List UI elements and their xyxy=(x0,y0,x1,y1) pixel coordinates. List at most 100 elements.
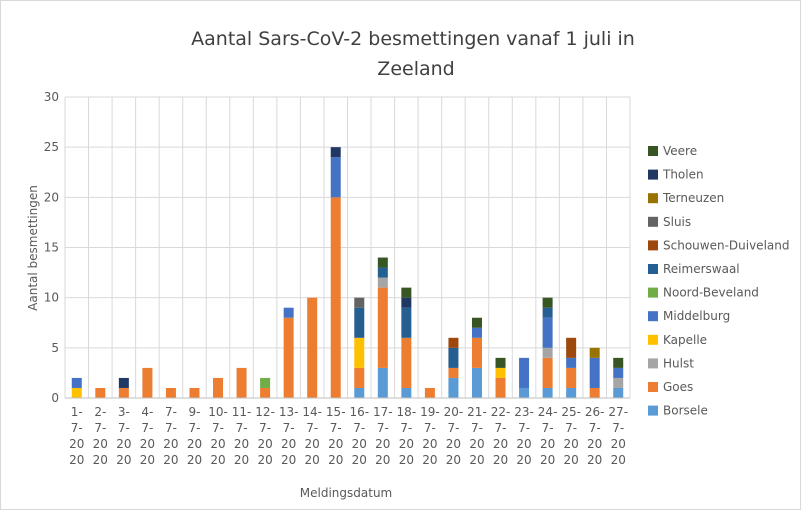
x-tick-label: 21-7-20 20 xyxy=(467,405,487,467)
bar-segment xyxy=(71,387,82,398)
bar-segment xyxy=(424,387,435,398)
bar-segment xyxy=(95,387,106,398)
x-tick-label: 3-7-20 20 xyxy=(116,405,131,467)
bar-segment xyxy=(377,367,388,398)
bar-segment xyxy=(471,337,482,368)
legend-swatch xyxy=(648,382,658,392)
legend-swatch xyxy=(648,287,658,298)
bar-segment xyxy=(519,387,530,398)
x-tick-label: 17-7-20 20 xyxy=(373,405,393,467)
bar-segment xyxy=(118,377,129,388)
x-tick-label: 18-7-20 20 xyxy=(397,405,417,467)
legend-swatch xyxy=(648,405,658,416)
bar-segment xyxy=(589,347,600,358)
legend-label: Reimerswaal xyxy=(663,262,740,276)
legend-swatch xyxy=(648,169,658,180)
x-tick-label: 13-7-20 20 xyxy=(279,405,299,467)
bar-segment xyxy=(377,287,388,368)
legend-swatch xyxy=(648,358,658,369)
bar-segment xyxy=(542,317,553,348)
x-tick-label: 1-7-20 20 xyxy=(69,405,84,467)
bar-segment xyxy=(566,337,577,358)
x-tick-label: 9-7-20 20 xyxy=(187,405,202,467)
legend-label: Goes xyxy=(663,380,693,394)
bar-segment xyxy=(448,347,459,368)
bar-segment xyxy=(354,307,365,338)
bar-segment xyxy=(401,387,412,398)
bar-segment xyxy=(471,327,482,338)
legend-label: Terneuzen xyxy=(662,191,724,205)
y-axis-label: Aantal besmettingen xyxy=(26,185,40,311)
y-tick-label: 30 xyxy=(44,90,59,104)
bar-segment xyxy=(566,367,577,388)
bar-segment xyxy=(189,387,200,398)
bar-segment xyxy=(448,377,459,398)
x-tick-label: 7-7-20 20 xyxy=(163,405,178,467)
legend-label: Veere xyxy=(663,144,697,158)
y-tick-label: 15 xyxy=(44,241,59,255)
bar-segment xyxy=(118,387,129,398)
bar-segment xyxy=(589,357,600,388)
bar-segment xyxy=(448,337,459,348)
bar-segment xyxy=(354,297,365,308)
bar-segment xyxy=(589,387,600,398)
bar-segment xyxy=(71,377,82,388)
bar-segment xyxy=(260,377,271,388)
x-tick-label: 11-7-20 20 xyxy=(232,405,252,467)
bar-segment xyxy=(566,387,577,398)
legend-label: Borsele xyxy=(663,404,708,418)
bar-segment xyxy=(542,307,553,318)
bar-segment xyxy=(495,367,506,378)
legend-swatch xyxy=(648,193,658,204)
bar-segment xyxy=(236,367,247,398)
bar-segment xyxy=(542,347,553,358)
legend-label: Middelburg xyxy=(663,309,730,323)
bar-segment xyxy=(542,387,553,398)
bar-segment xyxy=(377,257,388,268)
bar-segment xyxy=(495,357,506,368)
x-tick-label: 15-7-20 20 xyxy=(326,405,346,467)
legend-label: Tholen xyxy=(662,168,704,182)
bar-segment xyxy=(330,157,341,198)
bar-segment xyxy=(613,367,624,378)
x-tick-label: 19-7-20 20 xyxy=(420,405,440,467)
bar-segment xyxy=(330,147,341,158)
x-tick-label: 4-7-20 20 xyxy=(140,405,155,467)
legend-label: Hulst xyxy=(663,356,694,370)
chart-title: Aantal Sars-CoV-2 besmettingen vanaf 1 j… xyxy=(191,28,635,80)
bar-segment xyxy=(283,317,294,398)
x-tick-label: 22-7-20 20 xyxy=(491,405,511,467)
bar-segment xyxy=(613,387,624,398)
legend-swatch xyxy=(648,240,658,251)
bar-segment xyxy=(401,297,412,308)
x-tick-label: 10-7-20 20 xyxy=(208,405,228,467)
x-tick-label: 23-7-20 20 xyxy=(514,405,534,467)
bar-segment xyxy=(495,377,506,398)
bar-segment xyxy=(519,357,530,388)
x-tick-label: 24-7-20 20 xyxy=(538,405,558,467)
bar-segment xyxy=(377,277,388,288)
bar-segment xyxy=(213,377,224,398)
bar-segment xyxy=(613,377,624,388)
legend-label: Sluis xyxy=(663,215,691,229)
legend-label: Kapelle xyxy=(663,333,707,347)
bar-segment xyxy=(471,367,482,398)
bar-segment xyxy=(401,307,412,338)
x-tick-label: 27-7-20 20 xyxy=(608,405,628,467)
bar-segment xyxy=(471,317,482,328)
bar-segment xyxy=(401,337,412,388)
y-tick-label: 10 xyxy=(44,291,59,305)
x-tick-label: 20-7-20 20 xyxy=(444,405,464,467)
x-tick-label: 14-7-20 20 xyxy=(302,405,322,467)
bar-segment xyxy=(165,387,176,398)
bar-segment xyxy=(542,357,553,388)
bar-segment xyxy=(283,307,294,318)
legend-swatch xyxy=(648,216,658,227)
bar-segment xyxy=(448,367,459,378)
bar-segment xyxy=(307,297,318,398)
legend-label: Schouwen-Duiveland xyxy=(663,238,789,252)
y-tick-label: 5 xyxy=(51,341,59,355)
bar-segment xyxy=(142,367,153,398)
